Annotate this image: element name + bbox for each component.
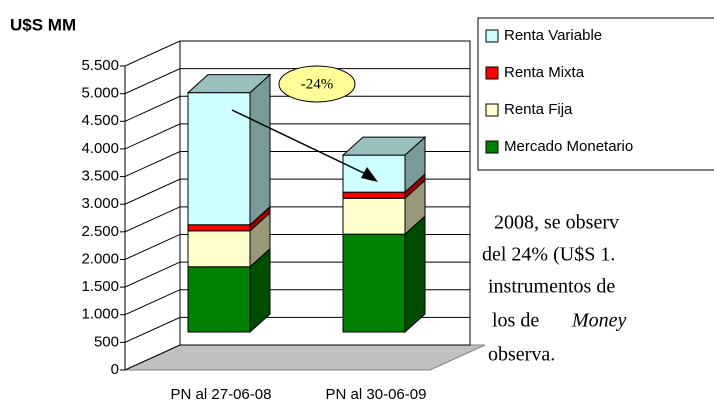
- bar-segment-side: [249, 73, 271, 226]
- y-tick-label: 3.500: [81, 168, 119, 185]
- bar-segment: [342, 197, 406, 235]
- annotation-label: -24%: [301, 76, 334, 92]
- y-tick-label: 4.500: [81, 112, 119, 129]
- paragraph-line: del 24% (U$S 1.: [482, 244, 615, 266]
- legend-label: Renta Variable: [504, 27, 602, 44]
- bar-segment: [342, 191, 406, 199]
- y-tick-label: 1.000: [81, 306, 119, 323]
- x-tick-label: PN al 30-06-09: [326, 386, 427, 403]
- bar-top: [341, 136, 427, 156]
- paragraph-line: los de: [492, 310, 539, 332]
- legend-swatch: [485, 29, 499, 43]
- legend-swatch: [485, 66, 499, 80]
- annotation-bubble: [278, 65, 356, 103]
- y-tick-label: 0: [111, 361, 119, 378]
- paragraph-line: 2008, se observ: [494, 212, 619, 234]
- legend-label: Mercado Monetario: [504, 138, 633, 155]
- grid-line: [124, 95, 470, 122]
- chart-title: U$S MM: [10, 15, 76, 34]
- y-tick-label: 5.500: [81, 57, 119, 74]
- bar-segment: [342, 233, 406, 333]
- annotation-arrowhead: [361, 167, 378, 182]
- bar-top: [186, 74, 272, 94]
- floor: [124, 344, 486, 371]
- bar-segment: [187, 230, 251, 268]
- x-tick-label: PN al 27-06-08: [171, 386, 272, 403]
- grid-line: [124, 123, 470, 150]
- legend-label: Renta Fija: [504, 101, 573, 118]
- bar-segment: [187, 266, 251, 333]
- paragraph-line: Money: [571, 310, 627, 332]
- bar-segment: [187, 92, 251, 226]
- paragraph-line: observa.: [488, 344, 555, 366]
- y-tick-label: 5.000: [81, 85, 119, 102]
- grid-line: [124, 344, 470, 371]
- legend-swatch: [485, 140, 499, 154]
- legend-label: Renta Mixta: [504, 64, 585, 81]
- legend-swatch: [485, 103, 499, 117]
- annotation-arrow: [231, 109, 371, 177]
- grid-line: [124, 40, 470, 67]
- grid-line: [124, 68, 470, 95]
- paragraph-line: instrumentos de: [488, 276, 615, 298]
- y-tick-label: 2.500: [81, 223, 119, 240]
- y-tick-label: 500: [94, 333, 119, 350]
- legend: [477, 17, 714, 171]
- y-tick-label: 3.000: [81, 195, 119, 212]
- bar-segment: [187, 224, 251, 232]
- y-tick-label: 1.500: [81, 278, 119, 295]
- y-tick-label: 4.000: [81, 140, 119, 157]
- y-tick-label: 2.000: [81, 250, 119, 267]
- bar-segment: [342, 154, 406, 193]
- bar-segment-side: [404, 215, 426, 334]
